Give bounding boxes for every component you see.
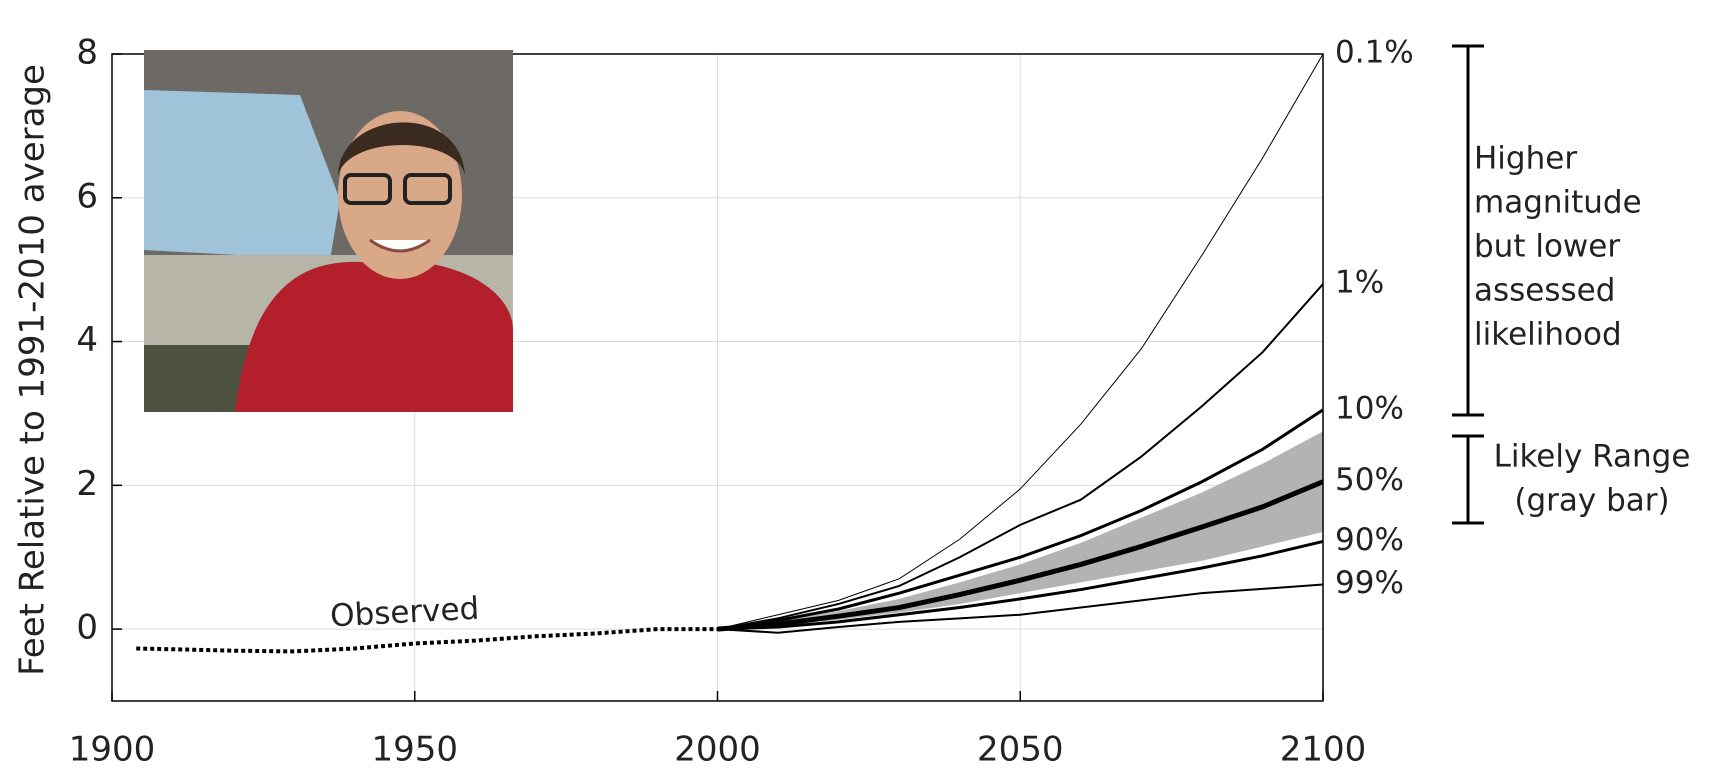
- annotation: but lower: [1474, 229, 1620, 265]
- series-line: [136, 629, 717, 651]
- annotation: magnitude: [1474, 185, 1642, 221]
- x-tick-label: 2000: [674, 730, 761, 768]
- chart: Feet Relative to 1991-2010 average 0 2 4 6 8…: [0, 0, 1711, 768]
- y-tick-label: 6: [76, 176, 98, 216]
- y-tick-label: 2: [76, 464, 98, 504]
- y-axis-label: Feet Relative to 1991-2010 average: [13, 64, 53, 676]
- series-label: Observed: [329, 591, 480, 635]
- y-tick-label: 4: [76, 320, 98, 360]
- photo: [144, 50, 513, 412]
- series-label: 50%: [1335, 462, 1404, 498]
- annotation: assessed: [1474, 273, 1615, 309]
- series-label: 0.1%: [1335, 35, 1414, 71]
- series-label: 90%: [1335, 522, 1404, 558]
- annotation: (gray bar): [1514, 483, 1669, 519]
- series-label: 99%: [1335, 565, 1404, 601]
- annotation: Higher: [1474, 141, 1577, 177]
- series-label: 1%: [1335, 265, 1384, 301]
- y-tick-label: 0: [76, 608, 98, 648]
- annotation: likelihood: [1474, 317, 1622, 353]
- x-tick-label: 1950: [371, 730, 458, 768]
- x-tick-label: 2050: [977, 730, 1064, 768]
- annotation: Likely Range: [1494, 439, 1691, 475]
- series-label: 10%: [1335, 390, 1404, 426]
- x-tick-label: 2100: [1280, 730, 1367, 768]
- y-tick-label: 8: [76, 33, 98, 73]
- x-tick-label: 1900: [69, 730, 156, 768]
